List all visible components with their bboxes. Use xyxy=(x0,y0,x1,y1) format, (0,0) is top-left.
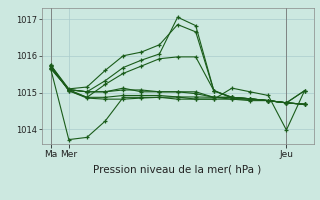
X-axis label: Pression niveau de la mer( hPa ): Pression niveau de la mer( hPa ) xyxy=(93,164,262,174)
